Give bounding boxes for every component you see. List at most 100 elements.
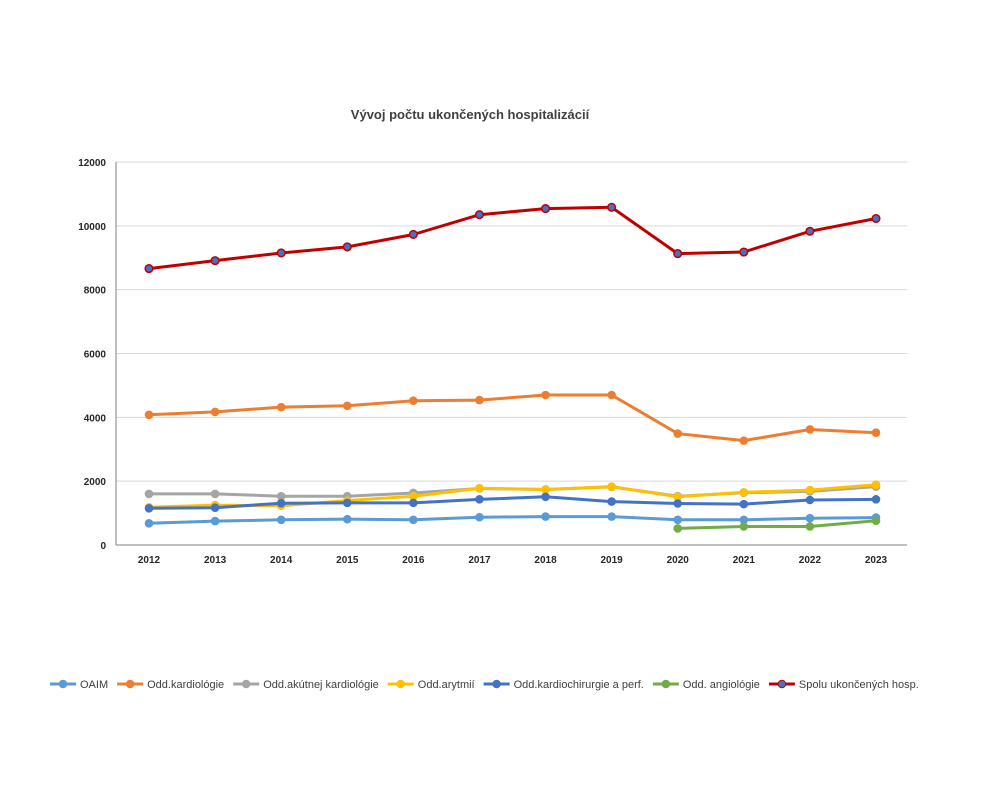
x-tick-label: 2019 — [601, 555, 624, 566]
data-point — [276, 248, 286, 258]
data-point — [673, 515, 683, 525]
series-odd-angiol-gie — [673, 516, 881, 533]
data-point — [607, 482, 616, 491]
legend-label: Spolu ukončených hosp. — [799, 679, 919, 691]
data-point — [144, 518, 154, 528]
data-point — [210, 516, 220, 526]
data-point — [607, 497, 616, 506]
y-tick-label: 0 — [100, 541, 106, 552]
y-tick-label: 2000 — [84, 477, 107, 488]
series-line — [147, 393, 878, 443]
legend-item-odd-angiol-gie: Odd. angiológie — [652, 679, 760, 691]
y-tick-label: 4000 — [84, 413, 107, 424]
data-point — [474, 210, 485, 220]
series-spolu-ukon-en-ch-hosp — [144, 202, 881, 274]
chart-title: Vývoj počtu ukončených hospitalizácií — [351, 107, 590, 122]
data-point — [607, 512, 616, 521]
legend-swatch-marker — [492, 679, 501, 689]
data-point — [342, 242, 352, 252]
data-point — [210, 503, 220, 512]
data-point — [475, 395, 484, 405]
gridlines — [116, 161, 907, 482]
legend-label: OAIM — [80, 679, 108, 691]
data-point — [739, 499, 749, 509]
data-point — [144, 489, 154, 499]
data-point — [739, 436, 749, 445]
series-line — [147, 515, 878, 525]
data-point — [276, 491, 286, 501]
legend-item-odd-arytmi: Odd.arytmií — [387, 679, 475, 691]
legend-swatch-marker — [125, 679, 135, 689]
x-tick-label: 2018 — [534, 555, 557, 566]
data-point — [805, 513, 815, 523]
data-point — [871, 428, 881, 437]
data-point — [540, 204, 551, 214]
legend-swatch-marker — [396, 679, 406, 689]
data-point — [673, 429, 683, 438]
data-point — [408, 229, 418, 240]
x-tick-label: 2015 — [336, 555, 359, 566]
data-point — [276, 498, 286, 508]
legend: OAIM Odd.kardiológie Odd.akútnej kardiológ… — [50, 679, 919, 691]
data-point — [210, 407, 220, 417]
data-point — [673, 524, 683, 533]
x-tick-label: 2022 — [799, 555, 822, 566]
data-point — [871, 213, 881, 224]
x-tick-label: 2020 — [667, 555, 690, 566]
y-tick-label: 6000 — [84, 350, 107, 361]
data-point — [607, 390, 616, 400]
data-point — [805, 425, 815, 434]
data-point — [475, 483, 484, 493]
data-point — [805, 485, 815, 495]
data-point — [276, 515, 286, 525]
x-tick-label: 2012 — [138, 555, 161, 566]
data-point — [475, 512, 484, 522]
data-point — [673, 249, 683, 259]
legend-label: Odd. angiológie — [683, 679, 760, 691]
data-point — [210, 489, 220, 499]
data-point — [739, 488, 749, 497]
data-point — [871, 480, 881, 489]
series-odd-kardiol-gie — [144, 390, 881, 445]
legend-swatch-marker — [661, 679, 671, 689]
legend-item-odd-kardiochirurgie-a-perf: Odd.kardiochirurgie a perf. — [483, 679, 644, 691]
data-point — [541, 485, 550, 494]
x-tick-label: 2014 — [270, 555, 293, 566]
data-point — [144, 410, 154, 420]
series-line — [676, 519, 878, 530]
legend-label: Odd.kardiochirurgie a perf. — [514, 679, 644, 691]
data-point — [409, 498, 418, 508]
data-point — [805, 226, 815, 236]
y-tick-label: 8000 — [84, 286, 107, 297]
legend-label: Odd.akútnej kardiológie — [263, 679, 379, 691]
legend-swatch-marker — [241, 679, 251, 689]
legend-item-spolu-ukon-en-ch-hosp: Spolu ukončených hosp. — [768, 679, 919, 691]
data-point — [607, 202, 617, 212]
data-point — [144, 503, 154, 513]
x-tick-label: 2013 — [204, 555, 227, 566]
y-tick-label: 12000 — [78, 158, 106, 169]
legend-label: Odd.arytmií — [418, 679, 475, 691]
data-point — [144, 264, 154, 274]
data-point — [409, 396, 418, 406]
data-point — [871, 516, 881, 526]
x-tick-label: 2016 — [402, 555, 425, 566]
data-point — [342, 498, 352, 508]
y-tick-label: 10000 — [78, 222, 106, 233]
legend-item-odd-kardiol-gie: Odd.kardiológie — [117, 679, 224, 691]
x-tick-label: 2023 — [865, 555, 888, 566]
data-point — [805, 495, 815, 505]
data-point — [475, 495, 484, 504]
series-group — [144, 202, 881, 533]
data-point — [342, 401, 352, 411]
data-point — [739, 247, 749, 257]
data-point — [342, 514, 352, 524]
series-oaim — [144, 512, 881, 528]
legend-item-oaim: OAIM — [50, 679, 108, 691]
x-axis-ticks: 2012 2013 2014 2015 2016 2017 2018 2019 2020 2021… — [138, 555, 888, 566]
data-point — [871, 495, 881, 504]
legend-label: Odd.kardiológie — [147, 679, 224, 691]
data-point — [541, 512, 550, 521]
data-point — [673, 499, 683, 508]
